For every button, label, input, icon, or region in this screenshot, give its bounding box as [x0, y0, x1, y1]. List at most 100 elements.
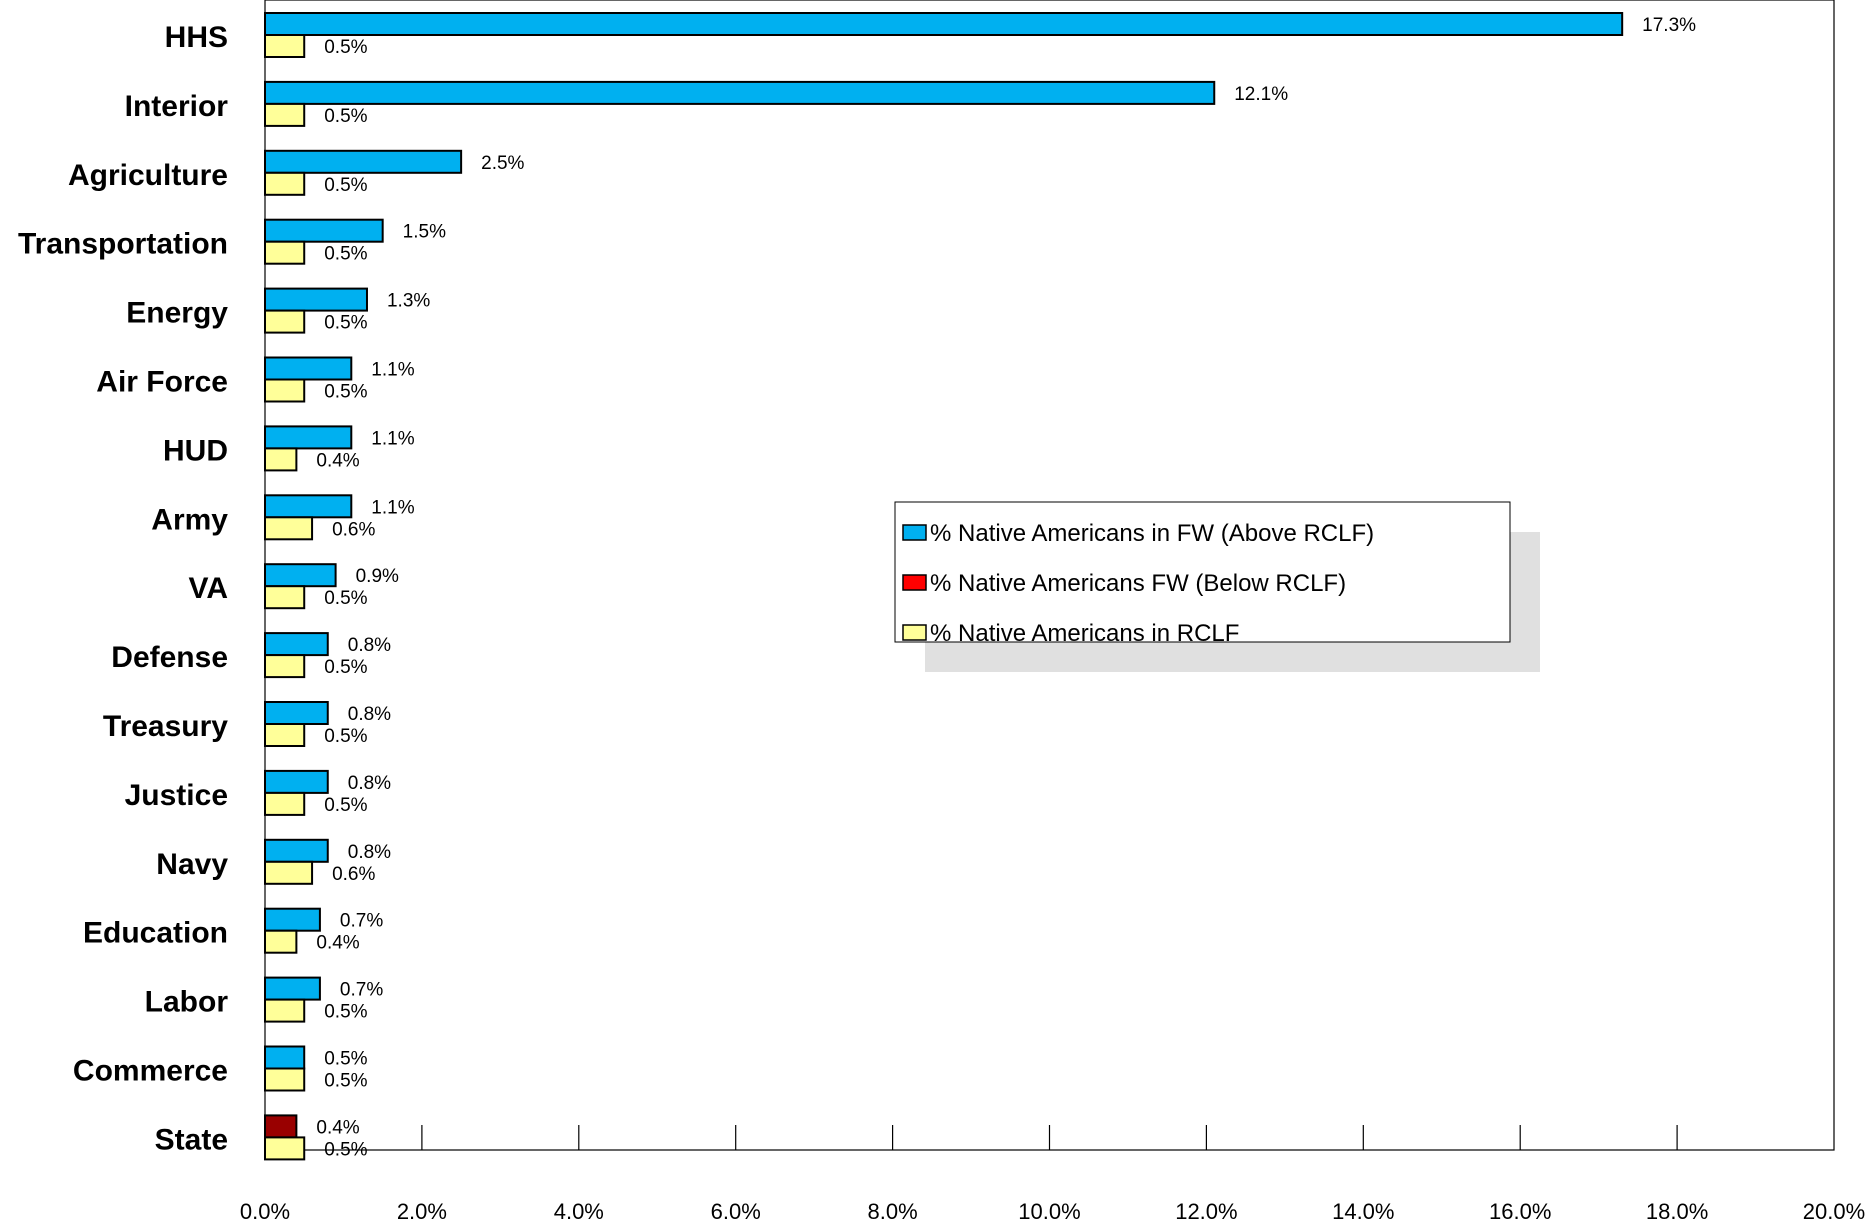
- value-label-upper-transportation: 1.5%: [403, 222, 446, 243]
- x-tick-label: 14.0%: [1332, 1199, 1394, 1220]
- bar-rclf-va: [264, 585, 306, 610]
- bar-rclf-education: [264, 929, 298, 954]
- legend-swatch-2: [902, 574, 927, 591]
- value-label-rclf-labor: 0.5%: [324, 1002, 367, 1023]
- bars-group: [264, 12, 1624, 1161]
- legend-label-1: % Native Americans in FW (Above RCLF): [930, 520, 1374, 547]
- bar-below-rclf-state: [264, 1114, 298, 1139]
- bar-rclf-hud: [264, 447, 298, 472]
- value-label-rclf-air-force: 0.5%: [324, 382, 367, 403]
- category-label-education: Education: [83, 917, 228, 950]
- value-label-rclf-justice: 0.5%: [324, 795, 367, 816]
- value-label-upper-hud: 1.1%: [371, 428, 414, 449]
- category-label-labor: Labor: [145, 986, 229, 1019]
- category-label-va: VA: [189, 572, 228, 605]
- bar-above-rclf-va: [264, 563, 337, 588]
- bar-above-rclf-interior: [264, 80, 1216, 105]
- value-label-rclf-va: 0.5%: [324, 588, 367, 609]
- bar-above-rclf-energy: [264, 287, 368, 312]
- category-label-justice: Justice: [125, 779, 228, 812]
- value-label-upper-justice: 0.8%: [348, 773, 391, 794]
- bar-rclf-defense: [264, 654, 306, 679]
- category-label-hud: HUD: [163, 434, 228, 467]
- x-tick-label: 18.0%: [1646, 1199, 1708, 1220]
- value-label-upper-defense: 0.8%: [348, 635, 391, 656]
- bar-rclf-justice: [264, 791, 306, 816]
- bar-rclf-transportation: [264, 240, 306, 265]
- category-label-state: State: [155, 1123, 228, 1156]
- category-label-army: Army: [151, 503, 228, 536]
- category-label-energy: Energy: [126, 297, 228, 330]
- bar-above-rclf-education: [264, 907, 321, 932]
- bar-above-rclf-treasury: [264, 701, 329, 725]
- value-label-upper-interior: 12.1%: [1234, 84, 1288, 105]
- bar-rclf-state: [264, 1136, 306, 1161]
- bar-rclf-army: [264, 516, 314, 541]
- bar-above-rclf-defense: [264, 632, 329, 657]
- legend-label-3: % Native Americans in RCLF: [930, 620, 1239, 647]
- category-labels: HHS Interior Agriculture Transportation Ener…: [18, 21, 228, 1156]
- x-tick-label: 12.0%: [1175, 1199, 1237, 1220]
- legend-swatch-1: [902, 524, 927, 541]
- value-label-rclf-agriculture: 0.5%: [324, 175, 367, 196]
- bar-above-rclf-transportation: [264, 218, 384, 243]
- bar-rclf-treasury: [264, 723, 306, 747]
- category-label-air-force: Air Force: [96, 366, 228, 399]
- bar-above-rclf-agriculture: [264, 149, 463, 174]
- value-label-rclf-interior: 0.5%: [324, 106, 367, 127]
- bar-rclf-commerce: [264, 1067, 306, 1092]
- legend-box: [894, 501, 1511, 643]
- value-label-rclf-defense: 0.5%: [324, 657, 367, 678]
- value-label-rclf-hhs: 0.5%: [324, 37, 367, 58]
- bar-above-rclf-hud: [264, 425, 353, 450]
- bar-rclf-agriculture: [264, 171, 306, 196]
- value-label-upper-education: 0.7%: [340, 911, 383, 932]
- category-label-transportation: Transportation: [18, 228, 228, 261]
- value-label-upper-navy: 0.8%: [348, 842, 391, 863]
- bar-rclf-air-force: [264, 378, 306, 403]
- x-tick-label: 6.0%: [711, 1199, 761, 1220]
- x-tick-label: 20.0%: [1803, 1199, 1865, 1220]
- bar-rclf-hhs: [264, 34, 306, 58]
- bar-rclf-navy: [264, 860, 314, 885]
- value-label-upper-treasury: 0.8%: [348, 704, 391, 725]
- value-label-upper-agriculture: 2.5%: [481, 153, 524, 174]
- x-tick-label: 16.0%: [1489, 1199, 1551, 1220]
- category-label-interior: Interior: [125, 90, 229, 123]
- x-tick-label: 0.0%: [240, 1199, 290, 1220]
- value-label-rclf-treasury: 0.5%: [324, 726, 367, 747]
- bar-rclf-labor: [264, 998, 306, 1023]
- value-label-rclf-navy: 0.6%: [332, 864, 375, 885]
- value-labels: 17.3% 0.5% 12.1% 0.5% 2.5% 0.5% 1.5% 0.5% 1.3% 0.…: [316, 15, 1696, 1160]
- bar-above-rclf-air-force: [264, 356, 353, 381]
- value-label-rclf-transportation: 0.5%: [324, 244, 367, 265]
- value-label-upper-energy: 1.3%: [387, 291, 430, 312]
- value-label-upper-labor: 0.7%: [340, 980, 383, 1001]
- value-label-rclf-commerce: 0.5%: [324, 1071, 367, 1092]
- value-label-rclf-state: 0.5%: [324, 1139, 367, 1160]
- x-tick-label: 8.0%: [868, 1199, 918, 1220]
- value-label-rclf-energy: 0.5%: [324, 313, 367, 334]
- x-axis: 0.0% 2.0% 4.0% 6.0% 8.0% 10.0% 12.0% 14.0% 16.0%…: [240, 1125, 1865, 1220]
- legend-swatch-3: [902, 624, 927, 641]
- bar-rclf-energy: [264, 309, 306, 334]
- bar-above-rclf-justice: [264, 769, 329, 794]
- category-label-navy: Navy: [156, 848, 228, 881]
- value-label-upper-state: 0.4%: [316, 1117, 359, 1138]
- value-label-upper-air-force: 1.1%: [371, 360, 414, 381]
- legend: % Native Americans in FW (Above RCLF) % N…: [894, 501, 1540, 672]
- value-label-rclf-hud: 0.4%: [316, 450, 359, 471]
- value-label-upper-army: 1.1%: [371, 497, 414, 518]
- value-label-upper-commerce: 0.5%: [324, 1049, 367, 1070]
- bar-above-rclf-commerce: [264, 1045, 306, 1070]
- value-label-rclf-army: 0.6%: [332, 519, 375, 540]
- bar-above-rclf-army: [264, 494, 353, 519]
- legend-label-2: % Native Americans FW (Below RCLF): [930, 570, 1346, 597]
- bar-above-rclf-hhs: [264, 12, 1624, 36]
- x-tick-label: 4.0%: [554, 1199, 604, 1220]
- category-label-defense: Defense: [111, 641, 228, 674]
- category-label-hhs: HHS: [165, 21, 228, 54]
- value-label-upper-hhs: 17.3%: [1642, 15, 1696, 36]
- category-label-treasury: Treasury: [103, 710, 228, 743]
- value-label-upper-va: 0.9%: [356, 566, 399, 587]
